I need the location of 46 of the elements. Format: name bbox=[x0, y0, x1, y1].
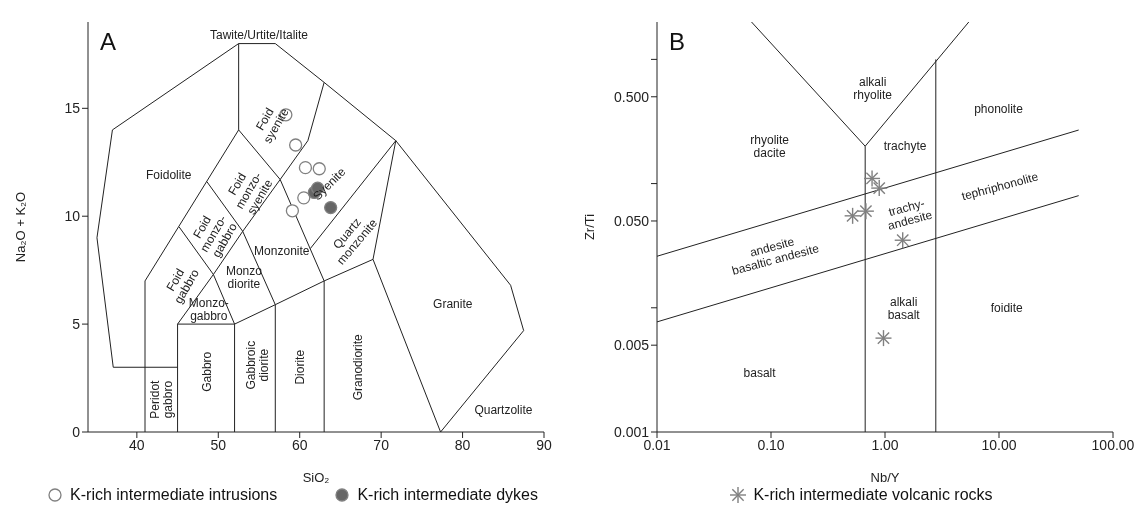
x-tick-label: 0.10 bbox=[757, 436, 785, 453]
y-tick-label: 15 bbox=[64, 100, 81, 117]
y-axis-title: Na₂O + K₂O bbox=[12, 191, 28, 263]
annotation: Peridot gabbro bbox=[147, 379, 175, 419]
annotation: trachyte bbox=[883, 139, 927, 154]
y-tick-label: 0.005 bbox=[613, 337, 650, 354]
x-tick-label: 10.00 bbox=[981, 436, 1017, 453]
annotation: Diorite bbox=[293, 349, 308, 385]
annotation: Quartzolite bbox=[474, 403, 533, 418]
x-tick-label: 60 bbox=[291, 436, 308, 453]
x-tick-label: 100.00 bbox=[1091, 436, 1135, 453]
x-tick-label: 70 bbox=[373, 436, 390, 453]
annotation: Foidolite bbox=[146, 168, 192, 183]
x-axis-title: Nb/Y bbox=[870, 470, 900, 485]
x-tick-label: 50 bbox=[210, 436, 227, 453]
annotation: basalt bbox=[743, 365, 777, 380]
annotation: rhyolite dacite bbox=[750, 132, 790, 160]
x-tick-label: 40 bbox=[129, 436, 145, 453]
annotation: Granite bbox=[433, 297, 473, 312]
annotation: trachy- andesite bbox=[886, 196, 934, 233]
x-tick-label: 90 bbox=[536, 436, 552, 453]
chart-title: A bbox=[100, 28, 117, 55]
x-axis-title: SiO₂ bbox=[302, 470, 330, 485]
annotation: andesite basaltic andesite bbox=[730, 234, 821, 278]
annotation: Monzonite bbox=[254, 243, 310, 258]
x-tick-label: 80 bbox=[454, 436, 471, 453]
legend-label: K-rich intermediate intrusions bbox=[70, 486, 278, 504]
annotation: alkali basalt bbox=[887, 294, 921, 322]
annotation: Granodiorite bbox=[351, 333, 366, 401]
y-tick-label: 0.500 bbox=[613, 88, 650, 105]
y-tick-label: 10 bbox=[64, 208, 81, 225]
chart-title: B bbox=[669, 28, 686, 55]
x-tick-label: 1.00 bbox=[871, 436, 899, 453]
legend-label: K-rich intermediate volcanic rocks bbox=[753, 486, 993, 504]
y-tick-label: 5 bbox=[72, 316, 81, 333]
y-tick-label: 0.050 bbox=[613, 212, 650, 229]
annotation: Gabbro bbox=[200, 351, 215, 392]
y-tick-label: 0 bbox=[72, 423, 81, 440]
annotation: Gabbroic diorite bbox=[243, 340, 271, 390]
annotation: Monzo diorite bbox=[225, 263, 263, 291]
y-axis-title: Zr/Ti bbox=[581, 213, 597, 241]
annotation: foidite bbox=[990, 301, 1024, 316]
legend-label: K-rich intermediate dykes bbox=[357, 486, 538, 504]
annotation: phonolite bbox=[974, 101, 1024, 116]
annotation: Tawite/Urtite/Italite bbox=[209, 28, 309, 43]
annotation: alkali rhyolite bbox=[853, 74, 893, 102]
